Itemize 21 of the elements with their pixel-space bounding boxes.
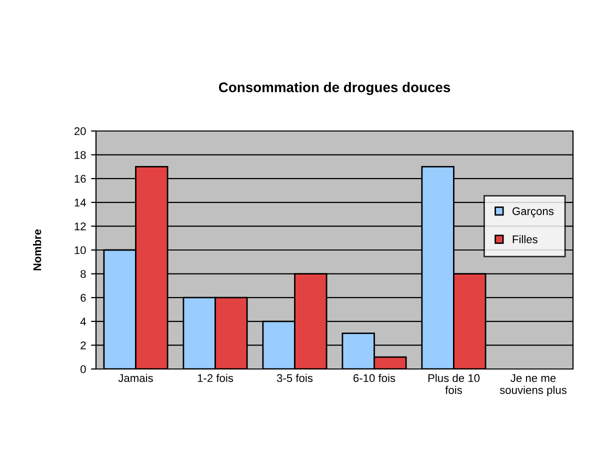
y-tick-label: 20 [74,127,86,136]
y-tick-label: 16 [74,174,86,183]
legend-label: Filles [512,235,538,244]
legend-label: Garçons [512,207,554,218]
y-axis-title: Nombre [33,229,42,270]
y-tick-label: 14 [74,198,86,206]
x-tick-label: Jamais [118,374,153,382]
x-tick-label: Je ne me souviens plus [500,374,567,396]
x-tick-label: Plus de 10 fois [428,374,480,394]
y-tick-label: 4 [80,318,86,326]
x-tick-label: 3-5 fois [276,374,313,382]
y-tick-label: 10 [74,246,86,254]
y-tick-label: 6 [80,294,86,302]
y-tick-label: 0 [80,365,86,374]
x-tick-label: 1-2 fois [198,374,234,382]
y-tick-label: 18 [74,151,86,159]
y-tick-label: 8 [80,270,86,278]
x-tick-label: 6-10 fois [354,374,396,382]
chart-title: Consommation de drogues douces [218,82,450,96]
y-tick-label: 12 [74,222,86,230]
y-tick-label: 2 [80,341,86,350]
